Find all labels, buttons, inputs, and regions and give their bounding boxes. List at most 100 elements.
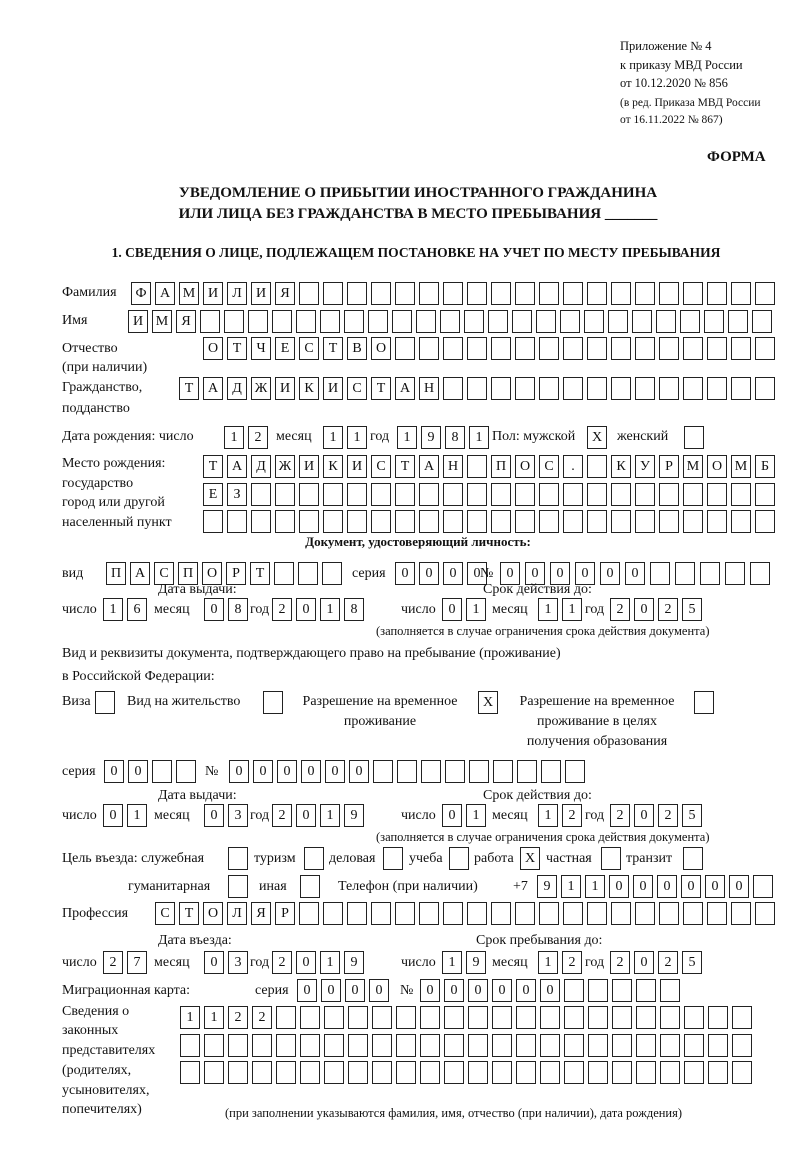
char-cell[interactable]	[468, 1034, 488, 1057]
char-cell[interactable]	[683, 902, 703, 925]
char-cell[interactable]	[395, 282, 415, 305]
char-cell[interactable]: .	[563, 455, 583, 478]
char-cell[interactable]: 2	[658, 951, 678, 974]
char-cell[interactable]: 2	[562, 804, 582, 827]
char-cell[interactable]: П	[106, 562, 126, 585]
char-cell[interactable]	[731, 510, 751, 533]
checkbox-cell[interactable]	[300, 875, 320, 898]
char-cell[interactable]	[176, 760, 196, 783]
char-cell[interactable]: 1	[397, 426, 417, 449]
char-cell[interactable]: 0	[349, 760, 369, 783]
char-cell[interactable]: 2	[562, 951, 582, 974]
char-cell[interactable]: 5	[682, 804, 702, 827]
char-cell[interactable]: 0	[575, 562, 595, 585]
char-cell[interactable]: Т	[179, 902, 199, 925]
char-cell[interactable]	[469, 760, 489, 783]
char-cell[interactable]	[371, 483, 391, 506]
checkbox-cell[interactable]: X	[478, 691, 498, 714]
char-cell[interactable]	[443, 377, 463, 400]
char-cell[interactable]: 0	[277, 760, 297, 783]
char-cell[interactable]	[372, 1034, 392, 1057]
char-cell[interactable]: 0	[395, 562, 415, 585]
char-cell[interactable]: И	[203, 282, 223, 305]
char-cell[interactable]	[540, 1034, 560, 1057]
char-cell[interactable]: К	[611, 455, 631, 478]
char-cell[interactable]	[659, 282, 679, 305]
char-cell[interactable]: 0	[103, 804, 123, 827]
char-cell[interactable]: 0	[729, 875, 749, 898]
char-cell[interactable]: 0	[705, 875, 725, 898]
char-cell[interactable]	[395, 510, 415, 533]
char-cell[interactable]: Н	[419, 377, 439, 400]
char-cell[interactable]: И	[299, 455, 319, 478]
char-cell[interactable]: О	[515, 455, 535, 478]
char-cell[interactable]	[299, 510, 319, 533]
char-cell[interactable]: К	[299, 377, 319, 400]
char-cell[interactable]	[612, 1006, 632, 1029]
char-cell[interactable]: С	[155, 902, 175, 925]
char-cell[interactable]	[323, 902, 343, 925]
char-cell[interactable]: 0	[419, 562, 439, 585]
char-cell[interactable]	[298, 562, 318, 585]
char-cell[interactable]: 1	[466, 598, 486, 621]
char-cell[interactable]	[276, 1006, 296, 1029]
char-cell[interactable]	[372, 1061, 392, 1084]
char-cell[interactable]	[416, 310, 436, 333]
char-cell[interactable]	[200, 310, 220, 333]
char-cell[interactable]	[684, 1061, 704, 1084]
char-cell[interactable]: 0	[492, 979, 512, 1002]
char-cell[interactable]: 1	[466, 804, 486, 827]
char-cell[interactable]	[707, 337, 727, 360]
char-cell[interactable]	[368, 310, 388, 333]
char-cell[interactable]: Т	[203, 455, 223, 478]
char-cell[interactable]: Б	[755, 455, 775, 478]
char-cell[interactable]	[659, 510, 679, 533]
char-cell[interactable]	[612, 1061, 632, 1084]
char-cell[interactable]	[683, 337, 703, 360]
char-cell[interactable]	[660, 1061, 680, 1084]
char-cell[interactable]	[252, 1061, 272, 1084]
checkbox-cell[interactable]	[383, 847, 403, 870]
checkbox-cell[interactable]	[263, 691, 283, 714]
char-cell[interactable]	[348, 1034, 368, 1057]
char-cell[interactable]	[443, 282, 463, 305]
char-cell[interactable]	[488, 310, 508, 333]
char-cell[interactable]	[276, 1061, 296, 1084]
char-cell[interactable]: 1	[103, 598, 123, 621]
char-cell[interactable]: 0	[600, 562, 620, 585]
char-cell[interactable]: 2	[272, 598, 292, 621]
char-cell[interactable]	[728, 310, 748, 333]
char-cell[interactable]	[755, 902, 775, 925]
char-cell[interactable]	[611, 282, 631, 305]
char-cell[interactable]: 0	[296, 951, 316, 974]
char-cell[interactable]	[228, 1061, 248, 1084]
char-cell[interactable]: 2	[610, 804, 630, 827]
char-cell[interactable]: 8	[445, 426, 465, 449]
char-cell[interactable]	[731, 483, 751, 506]
char-cell[interactable]	[300, 1006, 320, 1029]
char-cell[interactable]	[300, 1061, 320, 1084]
checkbox-cell[interactable]	[683, 847, 703, 870]
char-cell[interactable]	[608, 310, 628, 333]
char-cell[interactable]	[660, 1006, 680, 1029]
char-cell[interactable]	[752, 310, 772, 333]
checkbox-cell[interactable]	[684, 426, 704, 449]
char-cell[interactable]	[540, 1061, 560, 1084]
char-cell[interactable]: 1	[180, 1006, 200, 1029]
char-cell[interactable]: Т	[227, 337, 247, 360]
char-cell[interactable]	[322, 562, 342, 585]
char-cell[interactable]	[373, 760, 393, 783]
char-cell[interactable]	[563, 510, 583, 533]
char-cell[interactable]	[611, 902, 631, 925]
char-cell[interactable]	[684, 1006, 704, 1029]
checkbox-cell[interactable]	[601, 847, 621, 870]
char-cell[interactable]: 0	[609, 875, 629, 898]
char-cell[interactable]	[421, 760, 441, 783]
char-cell[interactable]: 0	[128, 760, 148, 783]
char-cell[interactable]: 0	[325, 760, 345, 783]
char-cell[interactable]: 0	[443, 562, 463, 585]
char-cell[interactable]	[491, 337, 511, 360]
char-cell[interactable]	[395, 337, 415, 360]
char-cell[interactable]	[397, 760, 417, 783]
char-cell[interactable]: 0	[681, 875, 701, 898]
